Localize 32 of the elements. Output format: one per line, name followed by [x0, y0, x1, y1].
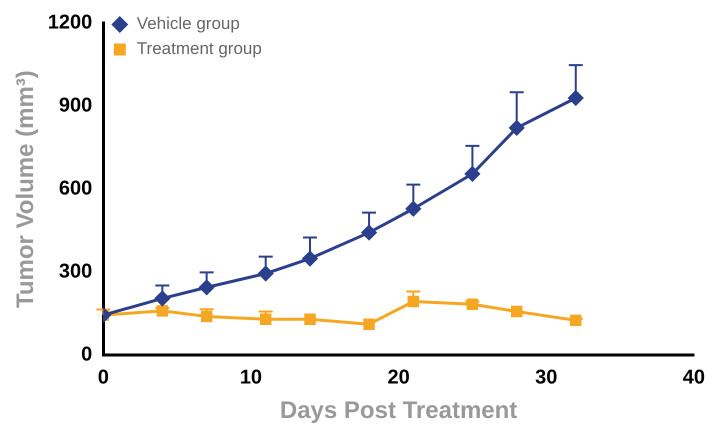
- x-tick-label: 10: [240, 366, 262, 389]
- point: [568, 90, 584, 106]
- point: [304, 313, 316, 325]
- point: [464, 166, 480, 182]
- point: [302, 251, 318, 266]
- point: [362, 225, 377, 240]
- point: [509, 120, 524, 136]
- x-tick-label: 40: [682, 366, 705, 389]
- y-tick-label: 900: [58, 94, 92, 117]
- point: [466, 298, 478, 310]
- x-tick-label: 0: [98, 366, 109, 389]
- y-tick-label: 1200: [48, 12, 92, 34]
- point: [200, 310, 212, 322]
- y-tick-label: 300: [58, 260, 92, 283]
- y-tick-label: 600: [58, 178, 92, 200]
- point: [510, 306, 522, 318]
- x-tick-label: 20: [387, 366, 410, 389]
- point: [260, 313, 272, 325]
- point: [154, 290, 170, 306]
- point: [406, 201, 421, 216]
- legend-label: Vehicle group: [136, 14, 240, 34]
- point: [199, 280, 214, 295]
- point: [570, 314, 582, 326]
- y-tick-label: 0: [81, 344, 92, 366]
- point: [408, 296, 420, 308]
- x-axis-title: Days Post Treatment: [280, 397, 518, 424]
- point: [156, 305, 168, 317]
- legend-label: Treatment group: [136, 39, 262, 58]
- point: [363, 318, 375, 330]
- point: [258, 266, 274, 282]
- x-tick-label: 30: [535, 366, 558, 389]
- y-axis-title: Tumor Volume (mm³): [12, 70, 40, 308]
